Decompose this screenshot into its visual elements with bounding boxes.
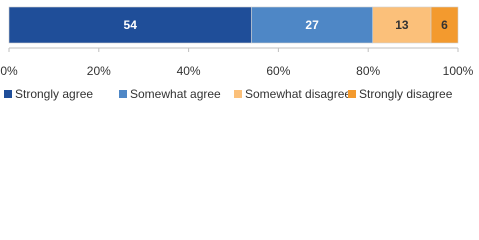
legend-swatch <box>234 90 242 98</box>
x-tick-label: 80% <box>356 64 380 78</box>
bar-segment <box>8 6 252 44</box>
legend-label: Somewhat disagree <box>245 87 351 101</box>
data-label: 13 <box>395 18 409 32</box>
data-label: 6 <box>441 18 448 32</box>
bar-segment <box>372 6 432 44</box>
legend-swatch <box>4 90 12 98</box>
bar-segment <box>430 6 459 44</box>
x-tick-label: 60% <box>266 64 290 78</box>
legend-label: Strongly agree <box>15 87 93 101</box>
x-tick-label: 0% <box>0 64 18 78</box>
bar-segment <box>251 6 373 44</box>
legend-label: Somewhat agree <box>130 87 221 101</box>
x-tick-label: 100% <box>443 64 474 78</box>
legend-swatch <box>348 90 356 98</box>
x-tick-label: 20% <box>87 64 111 78</box>
data-label: 54 <box>124 18 138 32</box>
legend-swatch <box>119 90 127 98</box>
chart: 54 27 13 60% 20% 40% 60% 80% 100%Strongly agree S… <box>0 6 474 101</box>
data-label: 27 <box>305 18 319 32</box>
x-tick-label: 40% <box>177 64 201 78</box>
legend-label: Strongly disagree <box>359 87 453 101</box>
